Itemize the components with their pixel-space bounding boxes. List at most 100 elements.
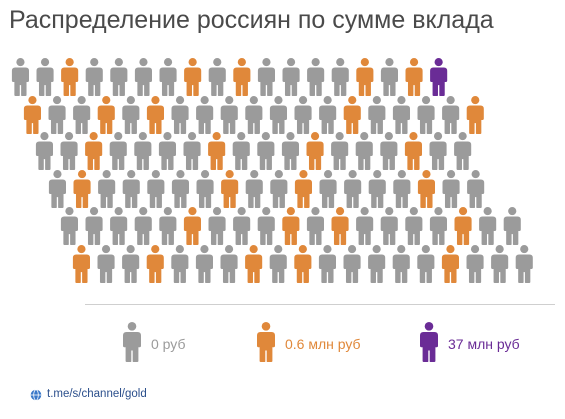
person-mark-zero: [122, 245, 140, 283]
person-mark-zero: [257, 132, 275, 170]
person-mark-zero: [97, 245, 115, 283]
person-mark-zero: [466, 245, 484, 283]
person-mark-zero: [36, 58, 54, 96]
person-mark-zero: [454, 132, 472, 170]
person-mark-zero: [159, 58, 177, 96]
person-mark-zero: [429, 132, 447, 170]
legend-item-zero: 0 руб: [121, 322, 241, 362]
divider: [85, 304, 555, 305]
person-mark-mid: [294, 170, 312, 208]
person-mark-zero: [405, 207, 423, 245]
person-mark-mid: [97, 96, 115, 134]
person-mark-zero: [294, 96, 312, 134]
person-mark-zero: [343, 245, 361, 283]
person-mark-zero: [195, 245, 213, 283]
person-mark-zero: [208, 58, 226, 96]
person-mark-zero: [109, 132, 127, 170]
person-mark-zero: [368, 245, 386, 283]
person-mark-mid: [404, 132, 422, 170]
person-mark-zero: [331, 132, 349, 170]
person-mark-mid: [233, 58, 251, 96]
person-mark-zero: [307, 58, 325, 96]
person-mark-mid: [245, 245, 263, 283]
footer-link[interactable]: t.me/s/channel/gold: [47, 388, 147, 400]
person-mark-zero: [503, 207, 521, 245]
person-mark-rich: [430, 58, 448, 96]
legend-label-zero: 0 руб: [151, 336, 186, 352]
person-mark-zero: [245, 170, 263, 208]
person-mark-zero: [479, 207, 497, 245]
person-mark-zero: [171, 245, 189, 283]
person-mark-zero: [134, 58, 152, 96]
person-mark-zero: [73, 96, 91, 134]
person-mark-zero: [35, 132, 53, 170]
person-mark-mid: [184, 58, 202, 96]
person-mark-mid: [73, 170, 91, 208]
person-mark-zero: [270, 170, 288, 208]
person-icon-purple: [420, 322, 438, 362]
person-mark-zero: [368, 170, 386, 208]
person-mark-zero: [110, 207, 128, 245]
person-mark-zero: [392, 96, 410, 134]
person-mark-mid: [61, 58, 79, 96]
person-mark-mid: [331, 207, 349, 245]
person-mark-mid: [208, 132, 226, 170]
person-mark-zero: [393, 170, 411, 208]
legend-item-mid: 0.6 млн руб: [255, 322, 395, 362]
person-mark-mid: [417, 170, 435, 208]
person-mark-zero: [60, 132, 78, 170]
person-mark-zero: [368, 96, 386, 134]
person-mark-zero: [208, 207, 226, 245]
person-mark-zero: [158, 132, 176, 170]
person-mark-zero: [392, 245, 410, 283]
person-mark-zero: [134, 132, 152, 170]
person-mark-zero: [257, 58, 275, 96]
person-mark-zero: [110, 58, 128, 96]
person-mark-zero: [48, 170, 66, 208]
person-mark-zero: [269, 245, 287, 283]
person-mark-zero: [48, 96, 66, 134]
person-mark-zero: [467, 170, 485, 208]
person-mark-zero: [159, 207, 177, 245]
person-mark-mid: [306, 132, 324, 170]
pictogram-grid: [11, 58, 533, 283]
person-mark-mid: [454, 207, 472, 245]
person-mark-zero: [429, 207, 447, 245]
person-mark-mid: [441, 245, 459, 283]
legend-label-mid: 0.6 млн руб: [285, 336, 361, 352]
person-mark-zero: [122, 170, 140, 208]
person-mark-zero: [147, 170, 165, 208]
person-mark-zero: [196, 170, 214, 208]
person-mark-zero: [233, 207, 251, 245]
legend-item-rich: 37 млн руб: [418, 322, 548, 362]
person-mark-zero: [380, 207, 398, 245]
person-mark-zero: [331, 58, 349, 96]
person-mark-zero: [60, 207, 78, 245]
person-mark-mid: [221, 170, 239, 208]
person-mark-zero: [85, 58, 103, 96]
person-icon-orange: [257, 322, 275, 362]
person-mark-mid: [85, 132, 103, 170]
person-mark-zero: [318, 245, 336, 283]
person-mark-mid: [356, 58, 374, 96]
person-mark-mid: [146, 96, 164, 134]
person-mark-zero: [269, 96, 287, 134]
person-mark-zero: [491, 245, 509, 283]
person-mark-zero: [196, 96, 214, 134]
person-mark-mid: [466, 96, 484, 134]
person-mark-mid: [405, 58, 423, 96]
person-mark-mid: [72, 245, 90, 283]
person-mark-zero: [319, 170, 337, 208]
person-mark-zero: [257, 207, 275, 245]
person-mark-zero: [232, 132, 250, 170]
person-mark-zero: [183, 132, 201, 170]
person-mark-zero: [171, 96, 189, 134]
person-mark-zero: [220, 96, 238, 134]
person-icon-gray: [123, 322, 141, 362]
person-mark-zero: [171, 170, 189, 208]
person-mark-mid: [282, 207, 300, 245]
person-mark-zero: [344, 170, 362, 208]
person-mark-mid: [343, 96, 361, 134]
person-mark-mid: [146, 245, 164, 283]
chart-title: Распределение россиян по сумме вклада: [9, 6, 494, 34]
